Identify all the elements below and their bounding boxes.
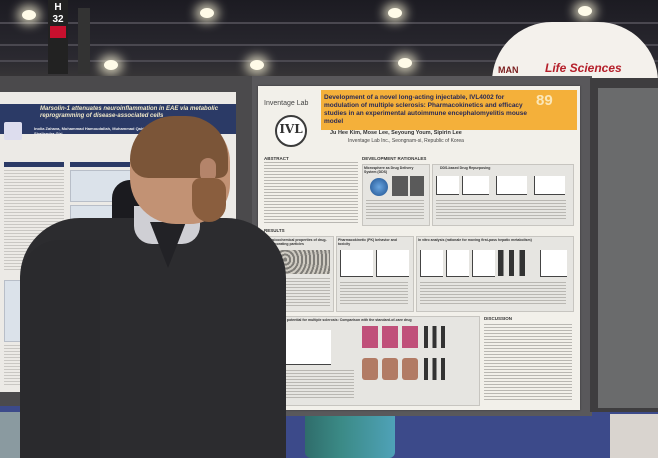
rationale-text — [366, 200, 424, 220]
sem-image — [410, 176, 424, 196]
person-ear — [200, 158, 216, 182]
dds-label: DDS-based Drug Repurposing — [440, 166, 491, 170]
poster-authors: Ju Hee Kim, Mose Lee, Seyoung Youm, Sipi… — [330, 130, 462, 136]
poster-title: Development of a novel long-acting injec… — [324, 94, 528, 125]
ceiling-truss — [0, 22, 658, 24]
sign-post — [78, 8, 90, 74]
aisle-letter: H — [54, 2, 62, 13]
ceiling-truss — [0, 44, 658, 46]
pk-text — [340, 282, 408, 306]
ceiling-light — [200, 8, 214, 18]
discussion-text — [484, 324, 572, 402]
ceiling-light — [578, 6, 592, 16]
company-logo-icon — [275, 115, 307, 147]
physchem-label: Physicochemical properties of drug-incor… — [266, 238, 327, 246]
invitro-chart — [472, 250, 495, 277]
invitro-chart — [420, 250, 443, 277]
poster-left-section — [4, 162, 64, 167]
ceiling-light — [250, 60, 264, 70]
poster-affiliation: Inventage Lab Inc., Seongnam-si, Republi… — [348, 138, 464, 144]
abstract-number: 89 — [536, 92, 553, 109]
dds-text — [436, 200, 566, 220]
poster-left-authors: Inolia Zahava, Mohammad Hamoudallah, Muh… — [34, 126, 205, 136]
pk-chart — [376, 250, 409, 277]
section-rationale: DEVELOPMENT RATIONALES — [362, 156, 427, 161]
poster-logo-text: Inventage Lab — [264, 100, 309, 107]
spinal-section-image — [402, 358, 418, 380]
aisle-number: 32 — [52, 14, 64, 25]
poster-title-band — [321, 90, 577, 130]
pk-chart — [340, 250, 373, 277]
histology-bars — [424, 326, 452, 348]
therapeutic-label: Therapeutic potential for multiple scler… — [266, 318, 412, 322]
section-discussion: DISCUSSION — [484, 316, 513, 321]
aisle-tag — [50, 26, 66, 38]
microsphere-label: Microsphere as Drug Delivery System (DDS… — [364, 166, 414, 174]
pk-label: Pharmacokinetic (PK) behavior and toxici… — [338, 238, 397, 246]
exhibitor-booth — [492, 22, 658, 82]
university-logo-icon — [4, 122, 22, 140]
section-abstract: ABSTRACT — [264, 156, 289, 161]
abstract-text — [264, 162, 358, 224]
spinal-section-image — [382, 358, 398, 380]
sem-image — [392, 176, 408, 196]
person-shoulder — [20, 240, 100, 458]
person-beard — [192, 178, 226, 222]
invitro-chart — [446, 250, 469, 277]
ceiling-light — [388, 8, 402, 18]
section-bars — [424, 358, 452, 380]
invitro-chart — [540, 250, 567, 277]
dds-chart — [534, 176, 565, 195]
histology-image — [382, 326, 398, 348]
ceiling-light — [398, 58, 412, 68]
section-results: RESULTS — [264, 228, 285, 233]
ceiling-truss — [0, 60, 658, 62]
spinal-section-image — [362, 358, 378, 380]
poster-left-title: Marsolin-1 attenuates neuroinflammation … — [40, 106, 219, 119]
background-person-legs — [305, 410, 395, 458]
therapeutic-text — [278, 370, 354, 398]
invitro-text — [420, 282, 566, 306]
ceiling-light — [104, 60, 118, 70]
histology-image — [402, 326, 418, 348]
blank-panel — [598, 88, 658, 408]
booth-brand-fragment: MAN — [498, 65, 519, 75]
booth-brand: Life Sciences — [545, 61, 622, 75]
dds-chart — [436, 176, 459, 195]
efficacy-chart — [278, 330, 331, 365]
invitro-label: In vitro analysis (rationale for moving … — [418, 238, 532, 242]
ceiling-light — [22, 10, 36, 20]
dds-chart — [496, 176, 527, 195]
background-object — [0, 412, 22, 458]
background-object — [610, 414, 658, 458]
histology-image — [362, 326, 378, 348]
poster-left-section — [70, 162, 130, 167]
dds-chart — [462, 176, 489, 195]
microsphere-image — [370, 178, 388, 196]
company-logo-mark: IVL — [279, 122, 303, 136]
invitro-table — [498, 250, 534, 276]
